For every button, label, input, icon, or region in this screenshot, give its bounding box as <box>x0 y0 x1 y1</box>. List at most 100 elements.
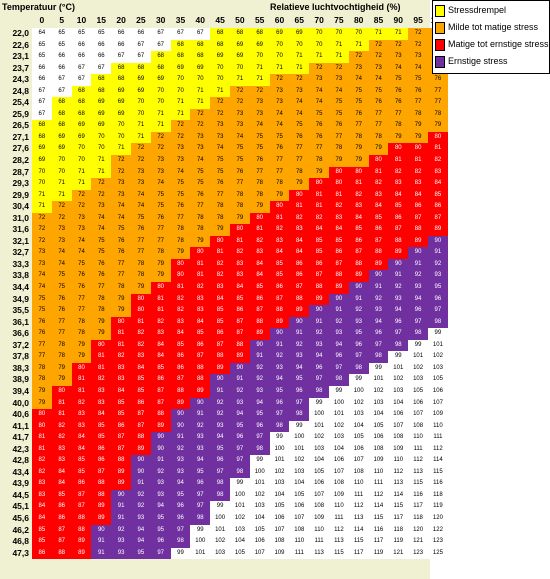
thi-cell: 125 <box>428 547 448 560</box>
temperature-cell: 37,2 <box>0 339 32 352</box>
thi-cell: 77 <box>368 120 389 132</box>
thi-cell: 71 <box>190 97 211 109</box>
thi-cell: 94 <box>170 478 191 490</box>
thi-cell: 79 <box>91 328 112 340</box>
thi-cell: 99 <box>428 328 448 340</box>
thi-cell: 82 <box>249 235 270 248</box>
thi-cell: 71 <box>71 178 92 190</box>
thi-cell: 96 <box>230 432 250 444</box>
table-row: 45,6 84 86 88 89 91 93 95 96 98 100 102 104 106 107 109… <box>0 512 448 525</box>
thi-cell: 75 <box>190 166 211 179</box>
thi-cell: 93 <box>428 270 448 283</box>
thi-cell: 92 <box>210 397 230 410</box>
thi-cell: 107 <box>309 489 329 502</box>
thi-cell: 80 <box>388 143 409 156</box>
thi-cell: 85 <box>269 270 290 283</box>
thi-cell: 77 <box>91 282 112 294</box>
thi-cell: 101 <box>230 501 250 513</box>
thi-cell: 96 <box>368 328 389 340</box>
thi-cell: 78 <box>111 282 131 294</box>
thi-cell: 68 <box>111 74 131 86</box>
thi-cell: 93 <box>170 455 191 467</box>
thi-cell: 72 <box>289 74 310 86</box>
thi-cell: 66 <box>91 51 112 63</box>
table-row: 38,9 78 79 81 82 83 85 86 87 88 90 91 92 94 95 97 98 99 10… <box>0 374 448 386</box>
thi-cell: 73 <box>131 166 151 179</box>
thi-cell: 80 <box>32 420 52 433</box>
thi-cell: 83 <box>230 270 250 283</box>
thi-cell: 98 <box>329 374 349 386</box>
thi-cell: 75 <box>91 235 112 248</box>
thi-cell: 73 <box>190 143 211 156</box>
table-row: 32,7 73 74 74 75 76 77 78 79 80 81 82 83 84 84 85 86 87 88… <box>0 247 448 259</box>
thi-cell: 75 <box>230 155 250 167</box>
thi-cell: 79 <box>289 178 310 190</box>
thi-cell: 109 <box>329 489 349 502</box>
thi-cell: 99 <box>309 397 329 410</box>
thi-cell: 92 <box>368 293 389 306</box>
thi-cell: 92 <box>309 328 329 340</box>
thi-cell: 73 <box>408 51 428 63</box>
thi-cell: 75 <box>408 74 428 86</box>
thi-cell: 92 <box>150 466 171 479</box>
thi-cell: 77 <box>131 235 151 248</box>
thi-cell: 87 <box>368 235 389 248</box>
thi-cell: 70 <box>111 120 131 132</box>
thi-cell: 88 <box>91 478 112 490</box>
thi-cell: 95 <box>230 420 250 433</box>
thi-cell: 119 <box>368 547 389 560</box>
thi-cell: 85 <box>91 420 112 433</box>
thi-cell: 74 <box>269 120 290 132</box>
temperature-cell: 31,6 <box>0 224 32 236</box>
temperature-cell: 24,3 <box>0 74 32 86</box>
thi-cell: 115 <box>388 501 409 513</box>
thi-cell: 97 <box>368 339 389 352</box>
thi-cell: 83 <box>408 178 428 190</box>
temperature-cell: 40,6 <box>0 409 32 421</box>
thi-cell: 80 <box>408 143 428 156</box>
thi-cell: 100 <box>210 512 230 525</box>
thi-cell: 93 <box>368 305 389 317</box>
thi-cell: 87 <box>91 466 112 479</box>
thi-cell: 84 <box>131 362 151 375</box>
thi-cell: 81 <box>388 155 409 167</box>
thi-cell: 78 <box>428 108 448 121</box>
thi-cell: 97 <box>428 305 448 317</box>
thi-cell: 101 <box>190 547 211 560</box>
thi-cell: 85 <box>32 524 52 537</box>
thi-cell: 106 <box>408 397 428 410</box>
thi-cell: 70 <box>289 39 310 52</box>
thi-cell: 114 <box>428 455 448 467</box>
thi-cell: 85 <box>348 224 369 236</box>
thi-cell: 90 <box>408 247 428 259</box>
thi-cell: 73 <box>131 178 151 190</box>
thi-cell: 102 <box>309 432 329 444</box>
thi-cell: 100 <box>269 443 290 456</box>
thi-cell: 96 <box>309 362 329 375</box>
thi-cell: 75 <box>131 212 151 225</box>
thi-cell: 84 <box>388 189 409 202</box>
thi-cell: 111 <box>408 443 428 456</box>
temperature-cell: 45,1 <box>0 501 32 513</box>
thi-cell: 103 <box>428 362 448 375</box>
table-row: 23,7 66 66 67 67 68 68 68 69 69 70 70 71 71 71 72 72 73 73… <box>0 62 448 75</box>
thi-cell: 70 <box>269 51 290 63</box>
thi-cell: 91 <box>170 432 191 444</box>
thi-cell: 116 <box>368 524 389 537</box>
thi-cell: 84 <box>348 212 369 225</box>
humidity-header-cell: 70 <box>314 15 324 25</box>
thi-cell: 87 <box>111 432 131 444</box>
thi-cell: 104 <box>388 397 409 410</box>
thi-cell: 82 <box>91 374 112 386</box>
thi-cell: 73 <box>230 108 250 121</box>
thi-cell: 86 <box>388 212 409 225</box>
temperature-cell: 32,7 <box>0 247 32 259</box>
thi-cell: 83 <box>111 362 131 375</box>
thi-cell: 98 <box>408 328 428 340</box>
thi-cell: 93 <box>348 316 369 329</box>
thi-cell: 86 <box>309 258 329 271</box>
thi-cell: 97 <box>230 443 250 456</box>
temperature-cell: 30,4 <box>0 201 32 213</box>
thi-cell: 92 <box>348 305 369 317</box>
thi-cell: 89 <box>190 385 211 398</box>
